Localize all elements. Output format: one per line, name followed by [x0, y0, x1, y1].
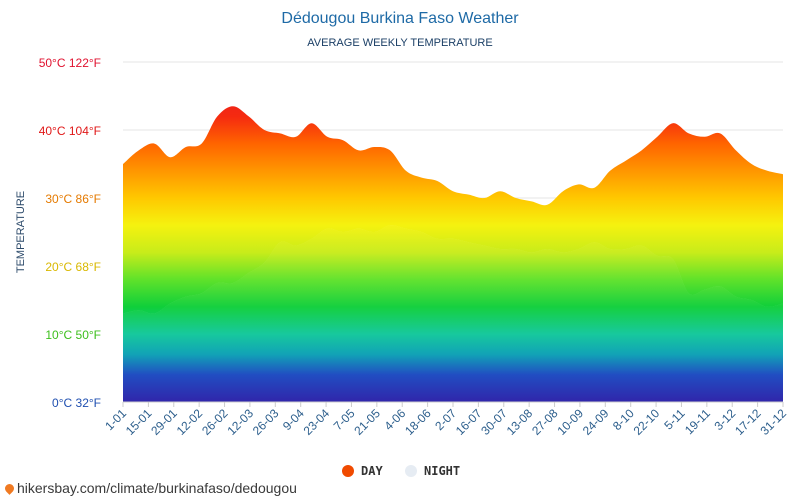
legend-night-marker [405, 465, 417, 477]
legend-day-marker [342, 465, 354, 477]
y-tick-label: 10°C 50°F [45, 328, 101, 342]
location-pin-icon [3, 482, 16, 495]
x-tick-label: 26-03 [250, 406, 282, 438]
source-link[interactable]: hikersbay.com/climate/burkinafaso/dedoug… [2, 480, 297, 496]
y-tick-label: 50°C 122°F [39, 56, 101, 70]
x-tick-label: 26-02 [199, 406, 231, 438]
x-tick-label: 12-03 [224, 406, 256, 438]
y-tick-label: 0°C 32°F [52, 396, 101, 410]
x-tick-label: 10-09 [554, 406, 586, 438]
x-tick-label: 23-04 [301, 406, 333, 438]
x-tick-label: 22-10 [631, 406, 663, 438]
chart-subtitle: AVERAGE WEEKLY TEMPERATURE [307, 37, 492, 49]
source-url: hikersbay.com/climate/burkinafaso/dedoug… [17, 480, 297, 496]
x-tick-label: 19-11 [682, 406, 713, 437]
legend-night-label: NIGHT [424, 464, 460, 478]
x-tick-label: 15-01 [123, 406, 155, 438]
night-series-fill [123, 225, 783, 402]
x-tick-label: 21-05 [351, 406, 383, 438]
x-tick-label: 17-12 [732, 406, 764, 438]
y-axis-label: TEMPERATURE [15, 191, 27, 273]
x-tick-label: 31-12 [758, 406, 790, 438]
legend: DAY NIGHT [342, 464, 460, 478]
x-tick-label: 30-07 [478, 406, 510, 438]
y-axis-ticks: 0°C 32°F 10°C 50°F 20°C 68°F 30°C 86°F 40°C … [39, 56, 101, 410]
y-tick-label: 20°C 68°F [45, 260, 101, 274]
chart-title: Dédougou Burkina Faso Weather [281, 10, 519, 27]
legend-day-label: DAY [361, 464, 383, 478]
x-tick-label: 29-01 [148, 406, 180, 438]
legend-item-day[interactable]: DAY [342, 464, 383, 478]
x-tick-label: 12-02 [174, 406, 206, 438]
x-tick-label: 18-06 [402, 406, 434, 438]
y-tick-label: 30°C 86°F [45, 192, 101, 206]
legend-item-night[interactable]: NIGHT [405, 464, 460, 478]
x-tick-label: 24-09 [580, 406, 612, 438]
x-tick-label: 16-07 [453, 406, 485, 438]
x-tick-label: 13-08 [504, 406, 536, 438]
x-axis-ticks: 1-0115-0129-0112-0226-0212-0326-039-0423… [102, 402, 789, 438]
y-tick-label: 40°C 104°F [39, 124, 101, 138]
x-tick-label: 27-08 [529, 406, 561, 438]
